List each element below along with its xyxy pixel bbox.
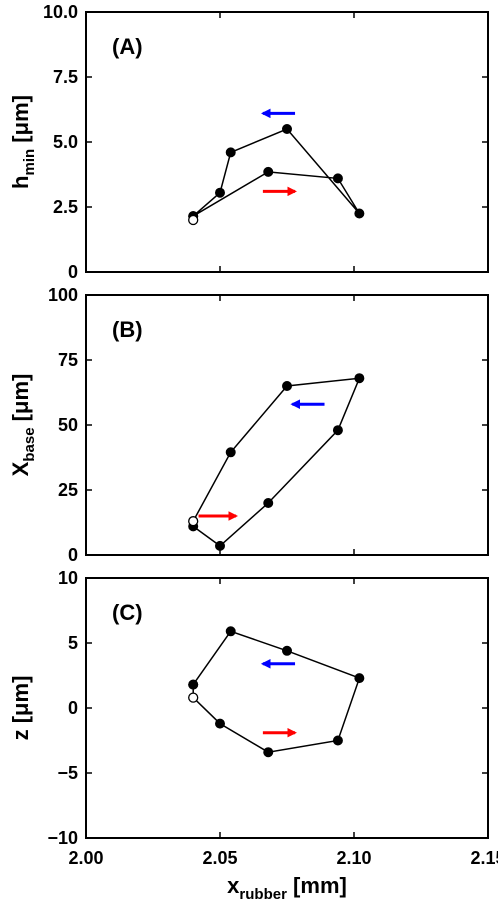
- data-point-c: [225, 626, 236, 637]
- x-tick-label: 2.00: [68, 848, 103, 868]
- data-point-b: [354, 373, 365, 384]
- y-tick-label-b: 75: [58, 350, 78, 370]
- y-tick-label-c: −5: [57, 763, 78, 783]
- start-point-c: [188, 692, 199, 703]
- data-point-a: [263, 166, 274, 177]
- series-line-a: [192, 128, 361, 220]
- y-tick-label-b: 100: [48, 285, 78, 305]
- plot-frame-c: [85, 577, 489, 839]
- data-point-a: [215, 187, 225, 198]
- x-tick-label: 2.15: [470, 848, 498, 868]
- panel-c: −10 −5 0 5 10 2.00 2.05 2.10 2.15 z [μm] xrubber […: [8, 568, 498, 903]
- y-tick-label-b: 0: [68, 545, 78, 565]
- data-point-a: [282, 124, 292, 134]
- data-point-c: [188, 679, 199, 690]
- data-point-b: [263, 498, 274, 508]
- data-point-b: [332, 425, 343, 436]
- data-point-c: [354, 673, 365, 684]
- plot-frame-b: [85, 294, 489, 556]
- data-point-c: [263, 747, 274, 758]
- panel-label-b: (B): [112, 317, 143, 342]
- data-point-b: [282, 381, 292, 391]
- start-point-b: [188, 516, 199, 527]
- y-tick-label-c: −10: [47, 828, 78, 848]
- plot-frame-a: [85, 11, 489, 273]
- x-tick-label: 2.10: [336, 848, 371, 868]
- data-point-a: [225, 147, 236, 158]
- y-tick-label-b: 25: [58, 480, 78, 500]
- y-tick-label-c: 10: [58, 568, 78, 588]
- data-point-c: [282, 645, 292, 656]
- y-tick-label-b: 50: [58, 415, 78, 435]
- data-point-b: [225, 447, 236, 458]
- panel-label-c: (C): [112, 600, 143, 625]
- data-point-a: [354, 208, 365, 219]
- data-point-b: [215, 540, 225, 551]
- panel-label-a: (A): [112, 34, 143, 59]
- data-point-a: [332, 173, 343, 184]
- panel-a: 0 2.5 5.0 7.5 10.0 hmin [μm] (A): [8, 2, 489, 282]
- data-point-c: [332, 735, 343, 746]
- y-tick-label-a: 0: [68, 262, 78, 282]
- y-tick-label-c: 0: [68, 698, 78, 718]
- y-tick-label-a: 5.0: [53, 132, 78, 152]
- y-tick-label-a: 7.5: [53, 67, 78, 87]
- start-point-a: [188, 214, 199, 226]
- y-tick-label-a: 2.5: [53, 197, 78, 217]
- y-tick-label-a: 10.0: [43, 2, 78, 22]
- data-point-c: [215, 718, 225, 729]
- y-tick-label-c: 5: [68, 633, 78, 653]
- panel-b: 0 25 50 75 100 Xbase [μm] (B): [8, 285, 489, 565]
- series-line-b: [192, 377, 361, 547]
- y-axis-label-b: Xbase [μm]: [8, 374, 38, 477]
- y-axis-label-c: z [μm]: [8, 676, 33, 741]
- y-axis-label-a: hmin [μm]: [8, 95, 38, 189]
- x-tick-label: 2.05: [202, 848, 237, 868]
- x-axis-label: xrubber [mm]: [227, 873, 347, 903]
